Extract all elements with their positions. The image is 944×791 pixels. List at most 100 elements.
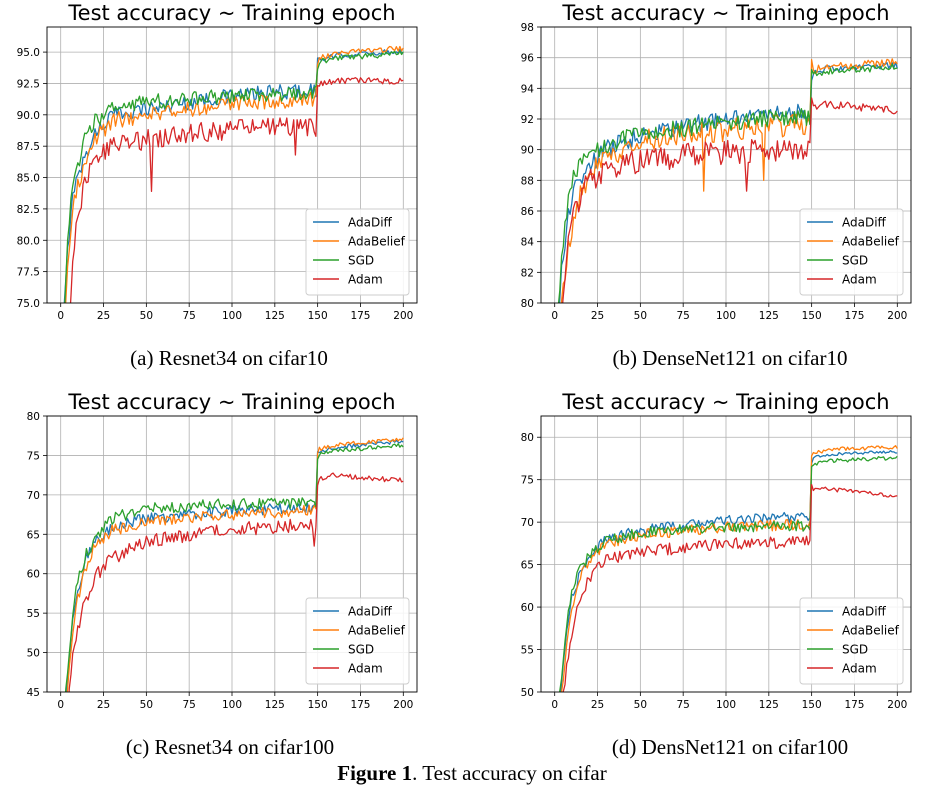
legend-label: AdaDiff [842, 605, 887, 619]
x-tick-label: 175 [844, 310, 864, 322]
series-line-adam [562, 97, 898, 303]
legend-label: SGD [348, 254, 374, 268]
legend-box [305, 597, 410, 685]
chart-panel-b: Test accuracy ~ Training epoch 0 25 50 75 100… [494, 0, 924, 330]
y-tick-label: 75.0 [17, 298, 40, 310]
y-tick-label: 85.0 [17, 173, 40, 185]
y-tick-label: 80 [27, 411, 40, 423]
series-line-adadiff [558, 61, 898, 303]
y-tick-label: 70 [521, 517, 534, 529]
legend-label: SGD [348, 643, 374, 657]
plot-frame [46, 415, 418, 693]
chart-title: Test accuracy ~ Training epoch [561, 390, 889, 414]
y-tick-label: 75 [27, 450, 40, 462]
x-tick-label: 0 [57, 699, 64, 711]
x-tick-label: 25 [591, 310, 604, 322]
x-tick-label: 200 [393, 699, 413, 711]
legend-label: AdaDiff [842, 216, 887, 230]
x-tick-label: 125 [759, 310, 779, 322]
x-tick-label: 75 [676, 699, 689, 711]
y-tick-label: 82.5 [17, 204, 40, 216]
chart-panel-a: Test accuracy ~ Training epoch 0 25 50 75 100… [0, 0, 430, 330]
x-tick-label: 0 [551, 310, 558, 322]
x-tick-label: 25 [97, 699, 110, 711]
x-tick-label: 75 [676, 310, 689, 322]
y-tick-label: 60 [521, 602, 534, 614]
subfigure-caption-b: (b) DenseNet121 on cifar10 [612, 346, 848, 370]
x-tick-label: 125 [265, 699, 285, 711]
legend-label: AdaBelief [842, 624, 900, 638]
y-tick-label: 92 [521, 114, 534, 126]
subfigure-caption-c: (c) Resnet34 on cifar100 [125, 735, 335, 759]
chart-title: Test accuracy ~ Training epoch [67, 1, 395, 25]
x-tick-label: 150 [308, 310, 328, 322]
y-tick-label: 80 [521, 298, 534, 310]
figure-caption-label: Figure 1 [337, 761, 413, 785]
x-tick-label: 175 [350, 699, 370, 711]
y-tick-label: 95.0 [17, 47, 40, 59]
plot-frame [540, 415, 912, 693]
series-line-adabelief [560, 58, 898, 303]
y-tick-label: 86 [521, 206, 535, 218]
legend-label: Adam [348, 273, 383, 287]
y-tick-label: 45 [27, 687, 40, 699]
series-line-adabelief [66, 437, 404, 692]
chart-panel-c: Test accuracy ~ Training epoch 0 25 50 75 100… [0, 389, 430, 719]
x-tick-label: 0 [551, 699, 558, 711]
legend-box [799, 208, 904, 296]
legend-box [799, 597, 904, 685]
plot-frame [540, 26, 912, 304]
x-tick-label: 200 [393, 310, 413, 322]
legend-label: AdaDiff [348, 605, 393, 619]
series-line-adadiff [560, 450, 898, 692]
series-line-adam [562, 483, 898, 692]
series-line-sgd [559, 455, 898, 692]
plot-frame [46, 26, 418, 304]
y-tick-label: 60 [27, 569, 40, 581]
series-line-adadiff [65, 439, 404, 692]
x-tick-label: 100 [222, 699, 242, 711]
y-tick-label: 90.0 [17, 110, 40, 122]
legend-box [305, 208, 410, 296]
legend-label: Adam [842, 662, 877, 676]
x-tick-label: 75 [182, 699, 195, 711]
y-tick-label: 55 [27, 608, 40, 620]
x-tick-label: 175 [350, 310, 370, 322]
series-line-sgd [64, 50, 404, 303]
chart-title: Test accuracy ~ Training epoch [561, 1, 889, 25]
legend-label: SGD [842, 254, 868, 268]
figure-caption: Figure 1. Test accuracy on cifar [0, 761, 944, 786]
series-line-sgd [557, 63, 898, 303]
subfigure-caption-a: (a) Resnet34 on cifar10 [130, 346, 328, 370]
legend-label: SGD [842, 643, 868, 657]
y-tick-label: 80.0 [17, 235, 40, 247]
y-tick-label: 82 [521, 267, 534, 279]
x-tick-label: 50 [140, 310, 153, 322]
x-tick-label: 75 [182, 310, 195, 322]
x-tick-label: 200 [887, 699, 907, 711]
x-tick-label: 50 [140, 699, 153, 711]
chart-title: Test accuracy ~ Training epoch [67, 390, 395, 414]
legend-label: AdaBelief [348, 624, 406, 638]
legend-label: Adam [842, 273, 877, 287]
x-tick-label: 0 [57, 310, 64, 322]
chart-svg: Test accuracy ~ Training epoch 0 25 50 75 100… [521, 390, 912, 711]
x-tick-label: 200 [887, 310, 907, 322]
y-tick-label: 88 [521, 175, 534, 187]
x-tick-label: 50 [634, 699, 647, 711]
y-tick-label: 50 [521, 687, 534, 699]
y-tick-label: 84 [521, 237, 535, 249]
chart-svg: Test accuracy ~ Training epoch 0 25 50 75 100… [27, 390, 418, 711]
y-tick-label: 50 [27, 648, 40, 660]
x-tick-label: 175 [844, 699, 864, 711]
y-tick-label: 77.5 [17, 267, 40, 279]
x-tick-label: 150 [308, 699, 328, 711]
x-tick-label: 125 [759, 699, 779, 711]
legend-label: AdaBelief [842, 235, 900, 249]
y-tick-label: 75 [521, 475, 534, 487]
x-tick-label: 25 [97, 310, 110, 322]
y-tick-label: 80 [521, 432, 534, 444]
x-tick-label: 100 [222, 310, 242, 322]
figure-caption-text: . Test accuracy on cifar [412, 761, 607, 785]
